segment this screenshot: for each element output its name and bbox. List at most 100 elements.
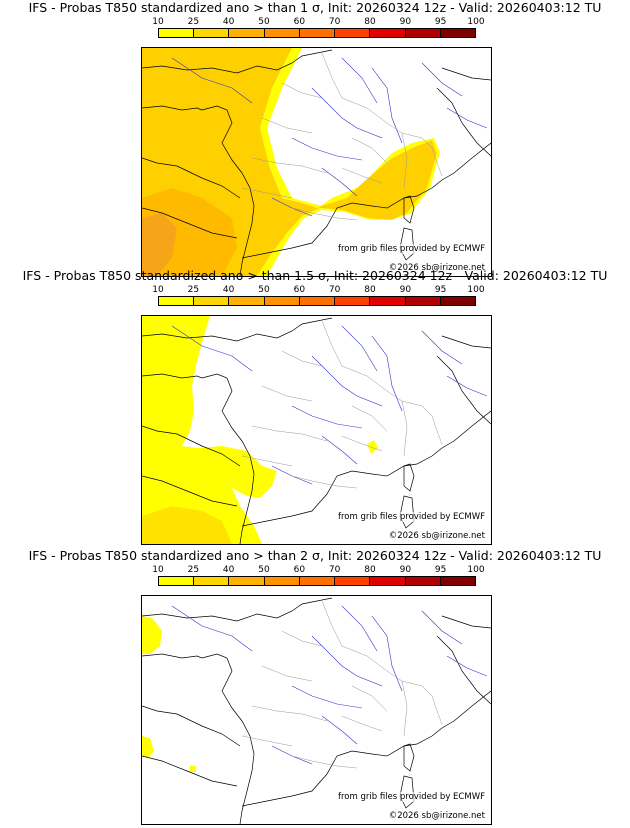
prob-area-10-south [142,736,154,758]
legend-color-swatch [194,29,230,37]
legend-tick-label: 40 [222,285,235,295]
panel-title: IFS - Probas T850 standardized ano > tha… [22,268,608,283]
legend-color-swatch [229,29,265,37]
legend-color-swatch [405,297,441,305]
legend-color-swatch [370,29,406,37]
legend-tick-label: 95 [434,285,447,295]
prob-area-50 [142,213,177,276]
legend-tick-label: 90 [399,17,412,27]
prob-area-25-strip [142,506,232,544]
legend-color-swatch [335,29,371,37]
legend-color-swatch [335,577,371,585]
legend-tick-label: 25 [187,17,200,27]
prob-area-10 [142,316,277,544]
legend-color-swatch [299,29,336,37]
river-line [171,605,488,765]
credit-grib: from grib files provided by ECMWF [338,512,485,522]
legend-color-swatch [159,29,195,37]
legend-color-swatch [264,29,300,37]
legend-color-swatch [299,577,336,585]
probability-legend: 10 25 40 50 60 70 80 90 95 100 [152,565,485,589]
legend-colorbar [158,28,476,38]
legend-color-swatch [370,297,406,305]
legend-color-swatch [440,297,475,305]
legend-tick-label: 10 [152,285,164,295]
coast-line [142,653,241,787]
probability-map: from grib files provided by ECMWF ©2026 … [141,47,492,277]
border-line [241,600,443,769]
legend-color-swatch [229,297,265,305]
credit-grib: from grib files provided by ECMWF [338,244,485,254]
prob-area-10 [257,48,440,276]
legend-color-swatch [229,577,265,585]
map-svg [142,48,491,276]
coast-line [142,373,241,507]
legend-color-swatch [194,577,230,585]
legend-color-swatch [370,577,406,585]
prob-area-10-small [367,440,378,454]
coast-line [142,597,491,824]
legend-tick-label: 50 [258,17,270,27]
coast-line [142,317,491,544]
legend-color-swatch [335,297,371,305]
legend-tick-label: 80 [364,17,376,27]
coast-line [142,105,241,239]
probability-map: from grib files provided by ECMWF ©2026 … [141,315,492,545]
legend-tick-label: 100 [467,285,485,295]
legend-colorbar [158,296,476,306]
legend-tick-label: 70 [328,565,341,575]
legend-color-swatch [264,297,300,305]
legend-color-swatch [159,297,195,305]
map-panel-3: IFS - Probas T850 standardized ano > tha… [0,548,630,825]
probability-legend: 10 25 40 50 60 70 80 90 95 100 [152,285,485,309]
legend-tick-label: 10 [152,17,164,27]
map-svg [142,597,491,824]
probability-legend: 10 25 40 50 60 70 80 90 95 100 [152,17,485,41]
legend-tick-label: 25 [187,285,200,295]
legend-colorbar [158,576,476,586]
border-line [241,320,443,489]
legend-tick-label: 90 [399,565,412,575]
legend-tick-label: 100 [467,565,485,575]
legend-tick-label: 60 [293,565,306,575]
legend-ticks: 10 25 40 50 60 70 80 90 95 100 [152,17,484,27]
probability-map: from grib files provided by ECMWF ©2026 … [141,595,492,825]
legend-tick-label: 95 [434,17,447,27]
credit-copyright: ©2026 sb@irizone.net [388,811,485,821]
legend-tick-label: 70 [328,285,341,295]
prob-area-10 [142,616,162,654]
border-line [241,52,443,221]
credit-copyright: ©2026 sb@irizone.net [388,263,485,273]
coast-line [436,67,491,157]
coast-line [436,615,491,705]
legend-tick-label: 50 [258,285,270,295]
legend-color-swatch [299,297,336,305]
map-svg [142,316,491,544]
legend-tick-label: 40 [222,565,235,575]
legend-color-swatch [264,577,300,585]
legend-color-swatch [194,297,230,305]
legend-tick-label: 100 [467,17,485,27]
panel-title: IFS - Probas T850 standardized ano > tha… [28,548,602,563]
legend-color-swatch [405,29,441,37]
legend-tick-label: 70 [328,17,341,27]
legend-tick-label: 80 [364,285,376,295]
map-panel-2: IFS - Probas T850 standardized ano > tha… [0,268,630,545]
prob-area-10-dot [190,766,196,772]
credit-copyright: ©2026 sb@irizone.net [388,531,485,541]
legend-tick-label: 40 [222,17,235,27]
legend-color-swatch [440,577,475,585]
legend-tick-label: 95 [434,565,447,575]
legend-tick-label: 60 [293,285,306,295]
legend-color-swatch [159,577,195,585]
credit-grib: from grib files provided by ECMWF [338,792,485,802]
legend-ticks: 10 25 40 50 60 70 80 90 95 100 [152,565,484,575]
panel-title: IFS - Probas T850 standardized ano > tha… [28,0,602,15]
legend-color-swatch [440,29,475,37]
legend-tick-label: 90 [399,285,412,295]
legend-tick-label: 60 [293,17,306,27]
map-panel-1: IFS - Probas T850 standardized ano > tha… [0,0,630,277]
legend-tick-label: 50 [258,565,270,575]
coast-line [436,335,491,425]
legend-color-swatch [405,577,441,585]
